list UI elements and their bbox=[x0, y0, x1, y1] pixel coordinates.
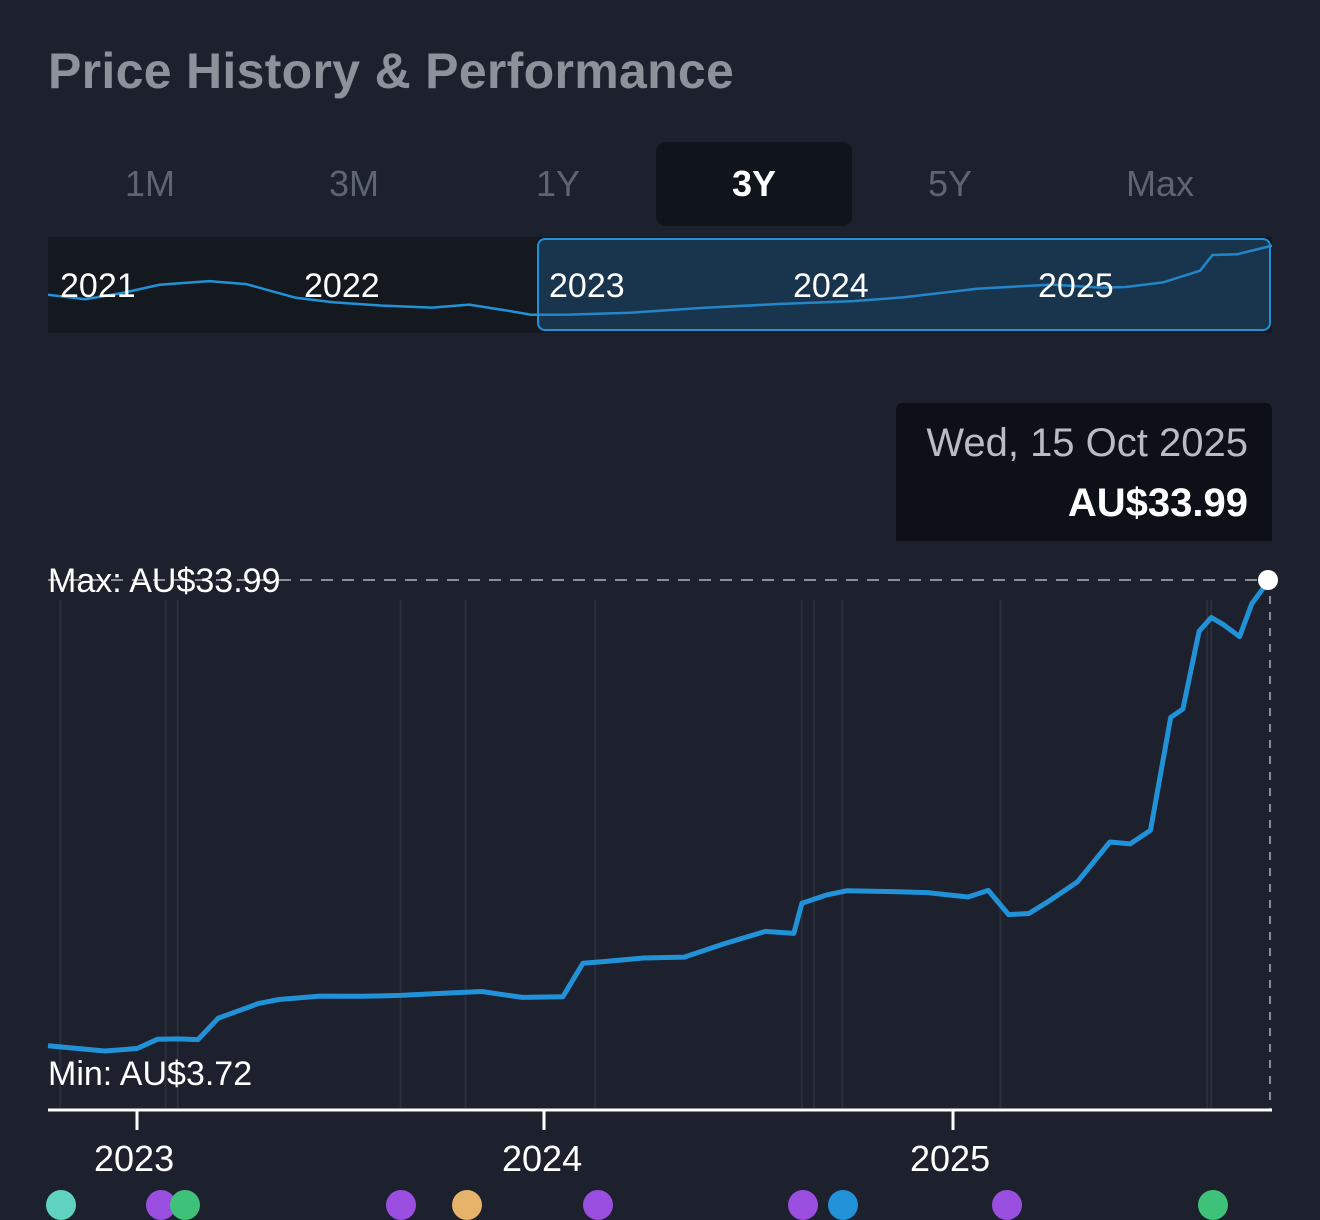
tab-max[interactable]: Max bbox=[1125, 163, 1194, 204]
navigator-year-2023: 2023 bbox=[549, 267, 625, 305]
x-tick-label-2023: 2023 bbox=[94, 1138, 175, 1179]
range-navigator[interactable]: 2021 2022 2023 2024 2025 bbox=[48, 237, 1272, 333]
tab-3m[interactable]: 3M bbox=[328, 163, 379, 204]
tab-3y[interactable]: 3Y bbox=[656, 142, 852, 226]
page-title: Price History & Performance bbox=[48, 43, 735, 99]
navigator-year-2021: 2021 bbox=[60, 267, 136, 305]
price-series-line bbox=[47, 580, 1271, 1054]
navigator-series-line bbox=[48, 244, 1272, 316]
navigator-year-2025: 2025 bbox=[1038, 267, 1114, 305]
max-label: Max: AU$33.99 bbox=[48, 562, 281, 600]
tooltip-price: AU$33.99 bbox=[1067, 481, 1248, 525]
event-marker-news[interactable] bbox=[992, 1190, 1022, 1220]
min-label: Min: AU$3.72 bbox=[48, 1055, 253, 1093]
event-marker-dividend[interactable] bbox=[46, 1190, 76, 1220]
x-tick-label-2025: 2025 bbox=[910, 1138, 991, 1179]
current-price-dot[interactable] bbox=[1258, 570, 1278, 590]
range-tabs: 1M 3M 1Y 3Y 5Y Max bbox=[48, 142, 1272, 226]
event-marker-report[interactable] bbox=[828, 1190, 858, 1220]
price-tooltip: Wed, 15 Oct 2025 AU$33.99 bbox=[896, 403, 1272, 541]
x-tick-label-2024: 2024 bbox=[502, 1138, 583, 1179]
price-line-chart[interactable] bbox=[0, 540, 1320, 1199]
tab-1m[interactable]: 1M bbox=[124, 163, 175, 204]
tooltip-date: Wed, 15 Oct 2025 bbox=[926, 421, 1248, 465]
event-gridlines bbox=[59, 600, 1213, 1108]
navigator-selection-window[interactable] bbox=[537, 238, 1271, 331]
event-marker-news[interactable] bbox=[386, 1190, 416, 1220]
event-marker-earnings[interactable] bbox=[1198, 1190, 1228, 1220]
event-marker-earnings[interactable] bbox=[170, 1190, 200, 1220]
event-marker-news[interactable] bbox=[788, 1190, 818, 1220]
tab-1y[interactable]: 1Y bbox=[535, 163, 581, 204]
navigator-year-2024: 2024 bbox=[793, 267, 869, 305]
tab-5y[interactable]: 5Y bbox=[927, 163, 973, 204]
navigator-year-2022: 2022 bbox=[304, 267, 380, 305]
navigator-line-chart bbox=[48, 244, 1272, 316]
event-marker-news[interactable] bbox=[583, 1190, 613, 1220]
event-marker-announcement[interactable] bbox=[452, 1190, 482, 1220]
